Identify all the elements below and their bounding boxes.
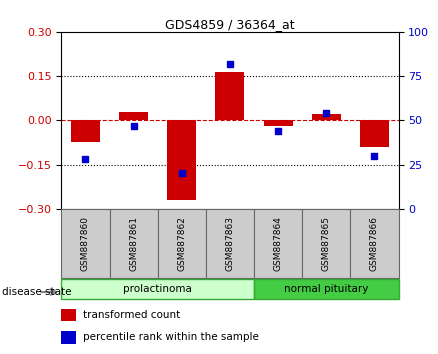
Bar — [167, 120, 196, 200]
Bar — [360, 120, 389, 147]
Bar — [61, 309, 76, 321]
Bar — [312, 114, 341, 120]
Bar — [254, 209, 302, 278]
Bar — [206, 209, 254, 278]
Text: disease state: disease state — [2, 287, 72, 297]
Text: GSM887866: GSM887866 — [370, 216, 379, 271]
Text: GSM887862: GSM887862 — [177, 216, 186, 271]
Text: GSM887865: GSM887865 — [322, 216, 331, 271]
Title: GDS4859 / 36364_at: GDS4859 / 36364_at — [165, 18, 295, 31]
Text: GSM887863: GSM887863 — [226, 216, 234, 271]
Text: normal pituitary: normal pituitary — [284, 284, 368, 294]
Bar — [119, 112, 148, 120]
Bar — [110, 209, 158, 278]
Bar — [302, 209, 350, 278]
Bar — [254, 279, 399, 299]
Bar — [215, 72, 244, 120]
Bar — [61, 279, 254, 299]
Text: transformed count: transformed count — [83, 310, 180, 320]
Text: prolactinoma: prolactinoma — [123, 284, 192, 294]
Bar — [71, 120, 100, 143]
Bar — [350, 209, 399, 278]
Bar — [158, 209, 206, 278]
Bar — [61, 209, 110, 278]
Text: GSM887864: GSM887864 — [274, 216, 283, 271]
Text: GSM887860: GSM887860 — [81, 216, 90, 271]
Bar — [61, 331, 76, 343]
Text: GSM887861: GSM887861 — [129, 216, 138, 271]
Bar — [264, 120, 293, 126]
Text: percentile rank within the sample: percentile rank within the sample — [83, 332, 259, 342]
